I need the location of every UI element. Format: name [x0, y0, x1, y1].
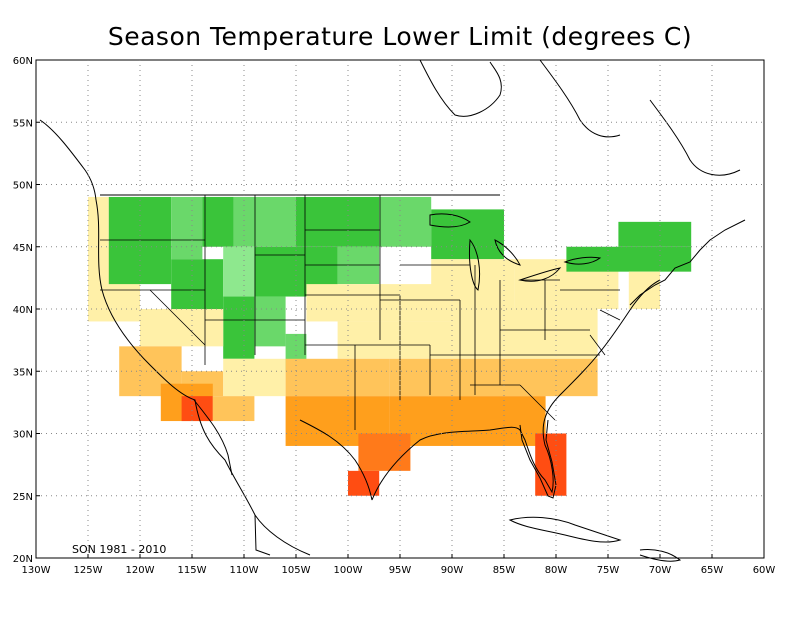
- longitude-tick-label: 65W: [701, 565, 724, 576]
- temperature-cell: [431, 259, 515, 309]
- temperature-cell: [566, 246, 692, 272]
- temperature-cells: [88, 196, 692, 496]
- temperature-cell: [212, 396, 255, 422]
- temperature-cell: [223, 358, 286, 397]
- longitude-tick-label: 80W: [545, 565, 568, 576]
- latitude-tick-label: 35N: [13, 367, 33, 378]
- temperature-cell: [628, 271, 660, 309]
- longitude-tick-label: 120W: [126, 565, 155, 576]
- longitude-tick-label: 75W: [597, 565, 620, 576]
- temperature-cell: [285, 358, 390, 397]
- longitude-tick-label: 60W: [753, 565, 776, 576]
- temperature-cell: [181, 396, 213, 422]
- latitude-tick-label: 20N: [13, 554, 33, 565]
- temperature-cell: [171, 196, 203, 260]
- temperature-cell: [389, 358, 598, 397]
- longitude-tick-label: 105W: [282, 565, 311, 576]
- temperature-cell: [108, 196, 140, 285]
- latitude-tick-label: 45N: [13, 243, 33, 254]
- temperature-cell: [379, 196, 432, 247]
- latitude-tick-label: 55N: [13, 118, 33, 129]
- longitude-tick-label: 90W: [441, 565, 464, 576]
- latitude-tick-label: 50N: [13, 181, 33, 192]
- gridlines: [36, 60, 764, 558]
- temperature-cell: [358, 433, 411, 471]
- temperature-cell: [337, 321, 452, 359]
- longitude-tick-label: 115W: [178, 565, 207, 576]
- longitude-ticks: 130W 125W 120W 115W 110W 105W 100W 95W 90W 85W 80W…: [22, 554, 776, 576]
- longitude-tick-label: 110W: [230, 565, 259, 576]
- temperature-cell: [254, 296, 286, 347]
- temperature-cell: [223, 296, 255, 359]
- temperature-cell: [337, 246, 380, 285]
- temperature-cell: [618, 221, 692, 247]
- state-boundaries: [100, 195, 621, 430]
- longitude-tick-label: 95W: [389, 565, 412, 576]
- latitude-tick-label: 25N: [13, 492, 33, 503]
- temperature-cell: [296, 196, 380, 247]
- temperature-cell: [452, 309, 598, 359]
- latitude-tick-label: 40N: [13, 305, 33, 316]
- longitude-tick-label: 130W: [22, 565, 51, 576]
- longitude-tick-label: 70W: [649, 565, 672, 576]
- longitude-tick-label: 85W: [493, 565, 516, 576]
- temperature-cell: [171, 259, 224, 309]
- chart-title: Season Temperature Lower Limit (degrees …: [107, 22, 693, 51]
- temperature-cell: [389, 396, 546, 446]
- temperature-cell: [535, 433, 567, 496]
- temperature-cell: [223, 246, 255, 297]
- latitude-tick-label: 30N: [13, 430, 33, 441]
- latitude-ticks: 20N 25N 30N 35N 40N 45N 50N 55N 60N: [13, 56, 40, 565]
- longitude-tick-label: 100W: [334, 565, 363, 576]
- period-label: SON 1981 - 2010: [72, 543, 166, 556]
- temperature-cell: [431, 209, 504, 260]
- temperature-cell: [140, 309, 224, 347]
- temperature-cell: [233, 196, 296, 247]
- coastlines: [39, 59, 746, 562]
- latitude-tick-label: 60N: [13, 56, 33, 67]
- temperature-cell: [202, 196, 234, 247]
- longitude-tick-label: 125W: [74, 565, 103, 576]
- temperature-cell: [140, 196, 172, 285]
- temperature-cell: [306, 284, 452, 322]
